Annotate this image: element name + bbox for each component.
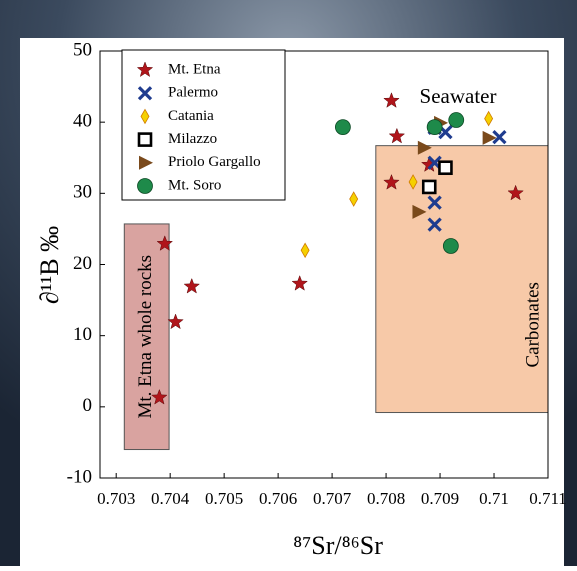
marker xyxy=(427,195,442,210)
x-tick-label: 0.703 xyxy=(97,489,135,508)
marker xyxy=(334,119,351,136)
marker xyxy=(442,238,459,254)
legend-label: Mt. Soro xyxy=(168,177,221,193)
y-tick-label: 0 xyxy=(83,395,93,416)
legend-swatch xyxy=(137,178,153,194)
x-tick-label: 0.705 xyxy=(205,489,243,508)
y-tick-label: 10 xyxy=(73,324,92,345)
region-label: Carbonates xyxy=(522,282,543,367)
y-tick-label: 40 xyxy=(73,111,92,132)
marker xyxy=(183,277,201,294)
y-axis-label: ∂¹¹B ‰ xyxy=(35,226,64,304)
x-tick-label: 0.706 xyxy=(259,489,297,508)
marker xyxy=(438,160,453,176)
marker xyxy=(167,313,184,330)
legend-swatch xyxy=(136,61,154,78)
marker xyxy=(507,184,524,201)
legend-label: Palermo xyxy=(168,85,218,101)
marker xyxy=(484,110,494,127)
y-tick-label: -10 xyxy=(67,466,92,487)
marker xyxy=(417,140,432,155)
marker xyxy=(151,388,168,405)
legend-label: Milazzo xyxy=(168,131,217,147)
x-tick-label: 0.709 xyxy=(421,489,459,508)
marker xyxy=(291,275,308,291)
region xyxy=(375,145,549,414)
marker xyxy=(349,191,359,207)
legend-swatch xyxy=(139,155,153,170)
marker xyxy=(383,92,400,108)
marker xyxy=(492,129,507,145)
legend-swatch xyxy=(140,108,150,125)
legend-label: Priolo Gargallo xyxy=(168,154,261,170)
annotation: Seawater xyxy=(420,84,497,108)
marker xyxy=(426,119,443,136)
legend-swatch xyxy=(137,86,153,101)
x-tick-label: 0.707 xyxy=(313,489,352,508)
region xyxy=(123,223,170,451)
legend-label: Mt. Etna xyxy=(168,61,221,77)
y-tick-label: 50 xyxy=(73,39,92,60)
y-tick-label: 30 xyxy=(73,182,92,203)
marker xyxy=(482,130,497,145)
x-tick-label: 0.71 xyxy=(479,489,509,508)
y-tick-label: 20 xyxy=(73,253,92,274)
marker xyxy=(408,174,418,190)
marker xyxy=(427,217,442,232)
marker xyxy=(383,173,400,190)
x-tick-label: 0.711 xyxy=(529,489,567,508)
x-tick-label: 0.708 xyxy=(367,489,405,508)
marker xyxy=(300,242,310,259)
x-axis-label: ⁸⁷Sr/⁸⁶Sr xyxy=(293,531,383,560)
marker xyxy=(388,127,406,144)
marker xyxy=(448,112,465,128)
region-label: Mt. Etna whole rocks xyxy=(135,255,156,419)
marker xyxy=(412,204,427,219)
marker xyxy=(156,235,174,251)
legend-label: Catania xyxy=(168,108,214,124)
marker xyxy=(421,179,437,195)
legend-swatch xyxy=(137,132,153,147)
x-tick-label: 0.704 xyxy=(151,489,190,508)
